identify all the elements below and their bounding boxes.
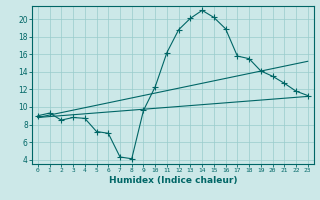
X-axis label: Humidex (Indice chaleur): Humidex (Indice chaleur) [108,176,237,185]
